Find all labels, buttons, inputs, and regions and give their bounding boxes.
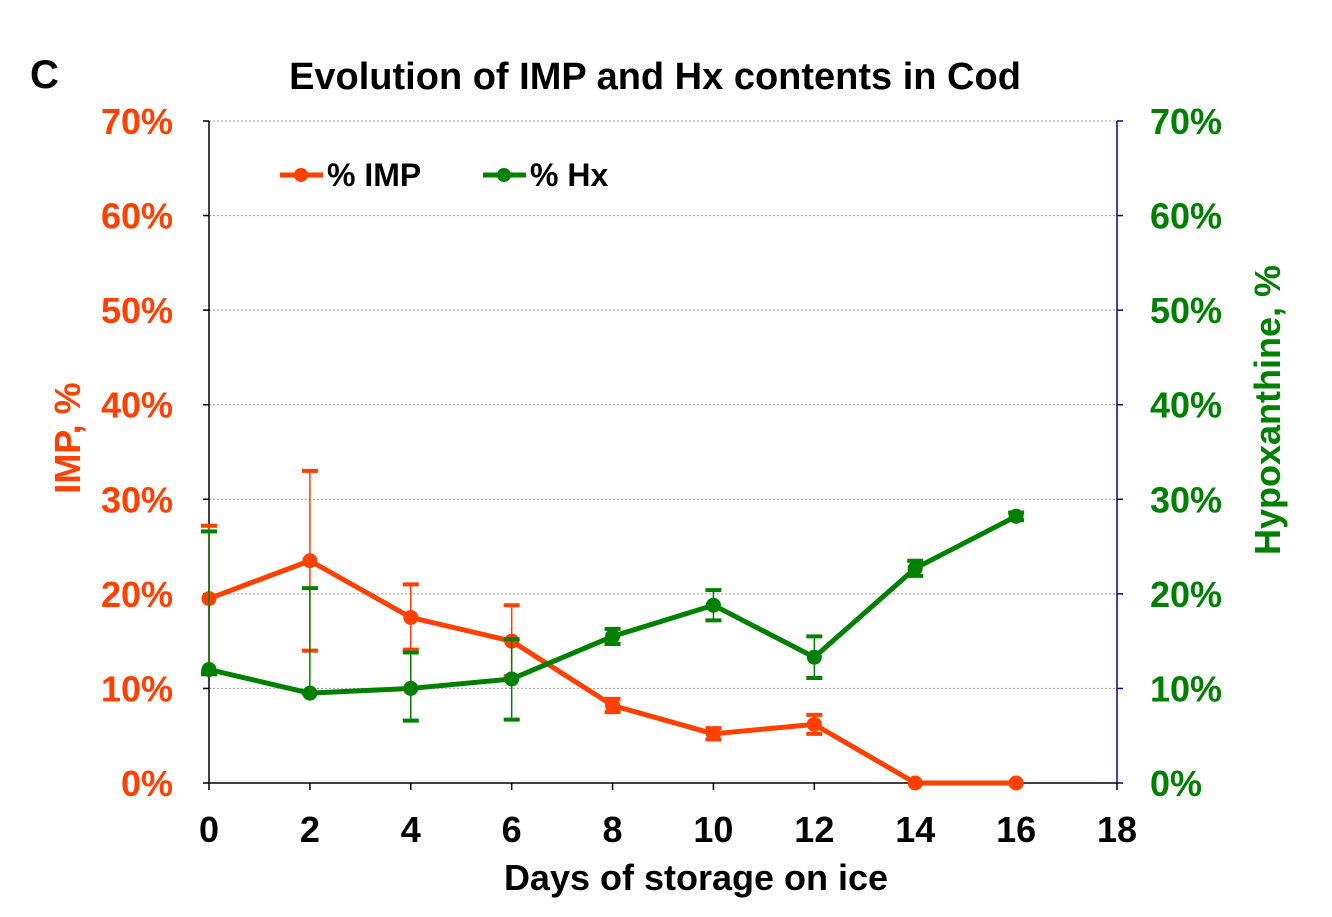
data-point (806, 716, 822, 732)
series-layer (201, 468, 1025, 791)
data-point (403, 610, 419, 625)
right-y-tick-label: 70% (1150, 101, 1222, 142)
x-axis-label: Days of storage on ice (504, 857, 888, 898)
data-point (302, 685, 318, 701)
plot-area (201, 120, 1123, 791)
panel-label: C (30, 53, 59, 97)
x-tick-label: 14 (895, 809, 935, 850)
left-y-axis-label: IMP, % (47, 382, 88, 493)
x-tick-label: 16 (996, 809, 1036, 850)
series-line (208, 514, 1018, 696)
left-y-tick-label: 40% (101, 385, 173, 426)
data-point (201, 662, 217, 678)
data-point (403, 680, 419, 696)
right-y-tick-label: 50% (1150, 290, 1222, 331)
data-point (504, 671, 520, 687)
right-y-tick-label: 10% (1150, 668, 1222, 709)
data-point (907, 560, 923, 576)
left-y-tick-label: 70% (101, 101, 173, 142)
legend-imp-label: % IMP (327, 157, 421, 193)
data-point (1008, 775, 1024, 791)
x-tick-label: 6 (502, 809, 522, 850)
left-y-tick-label: 20% (101, 574, 173, 615)
axis-ticks (203, 120, 1123, 790)
chart-title: Evolution of IMP and Hx contents in Cod (289, 56, 1021, 98)
legend-entry-imp: % IMP (280, 157, 421, 193)
data-point (705, 597, 721, 613)
series-0 (201, 468, 1024, 791)
x-tick-label: 12 (794, 809, 834, 850)
x-tick-label: 2 (300, 809, 320, 850)
x-tick-label: 10 (693, 809, 733, 850)
legend-entry-hx: % Hx (483, 157, 608, 193)
right-y-tick-label: 20% (1150, 574, 1222, 615)
data-point (1008, 508, 1024, 524)
data-point (605, 628, 621, 644)
legend-hx-label: % Hx (530, 157, 608, 193)
data-point (605, 697, 621, 713)
data-point (302, 553, 318, 569)
error-bars (201, 510, 1025, 723)
x-tick-label: 18 (1097, 809, 1137, 850)
data-point (907, 775, 923, 791)
right-y-tick-label: 30% (1150, 479, 1222, 520)
x-tick-label: 8 (603, 809, 623, 850)
left-y-tick-label: 50% (101, 290, 173, 331)
x-tick-label: 4 (401, 809, 421, 850)
tick-labels: 0% 10% 20% 30% 40% 50% 60% 70% 0% 10% 20% 30% 40% 50%… (101, 101, 1222, 850)
left-y-tick-label: 30% (101, 479, 173, 520)
right-y-tick-label: 60% (1150, 196, 1222, 237)
data-point (705, 726, 721, 742)
right-y-tick-label: 0% (1150, 763, 1202, 804)
legend: % IMP % Hx (280, 157, 608, 193)
left-y-tick-label: 60% (101, 196, 173, 237)
right-y-tick-label: 40% (1150, 385, 1222, 426)
x-tick-label: 0 (199, 809, 219, 850)
left-y-tick-label: 0% (121, 763, 173, 804)
right-y-axis-label: Hypoxanthine, % (1247, 265, 1288, 555)
data-point (806, 649, 822, 665)
legend-hx-marker (497, 168, 511, 182)
series-1 (201, 508, 1025, 723)
gridlines (209, 120, 1117, 689)
left-y-tick-label: 10% (101, 668, 173, 709)
legend-imp-marker (294, 168, 308, 182)
